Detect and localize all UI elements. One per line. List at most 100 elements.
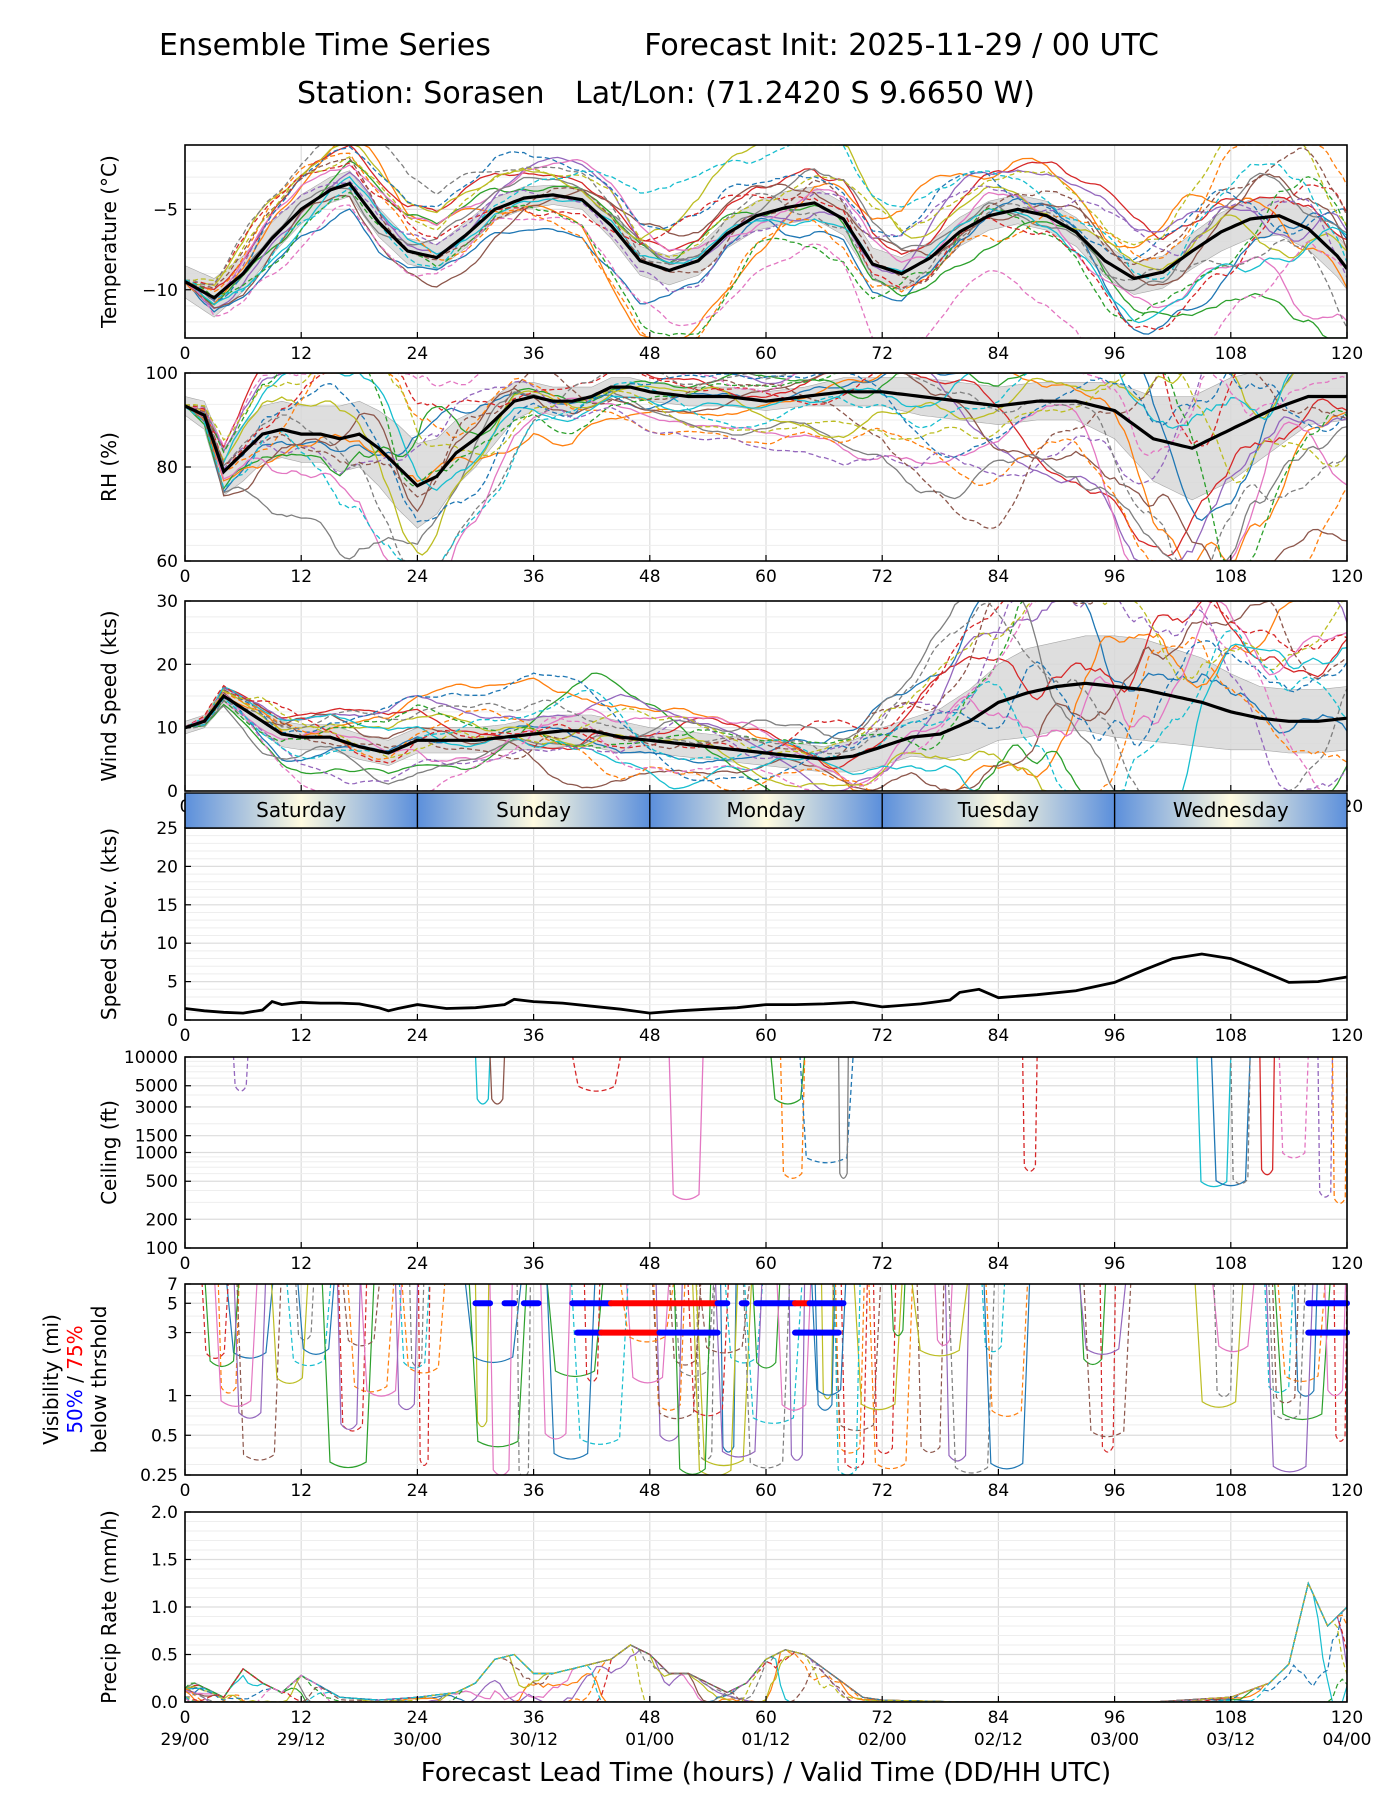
ceiling-plot-area — [232, 1057, 1347, 1205]
x-tick-label: 84 — [988, 1026, 1010, 1046]
ensemble-member-line — [185, 180, 1347, 302]
visibility-member-line — [394, 1284, 419, 1411]
y-tick-label: 10000 — [124, 1048, 178, 1068]
visibility-member-line — [720, 1284, 737, 1453]
visibility-member-line — [872, 1284, 897, 1455]
x-tick-label: 0 — [180, 344, 191, 364]
ceiling-member-line — [474, 1057, 491, 1105]
x-axis-label: Forecast Lead Time (hours) / Valid Time … — [421, 1758, 1111, 1788]
visibility-member-line — [321, 1284, 375, 1469]
x-tick-label: 36 — [523, 567, 545, 587]
relative-humidity-panel: 0 12 24 36 48 60 72 84 96 108 120 60 80 100 RH (%) — [97, 364, 1363, 587]
ensemble-member-line — [185, 640, 1347, 782]
x-tick-date-label: 03/00 — [1090, 1730, 1139, 1750]
y-tick-label: 5 — [167, 1294, 178, 1314]
x-tick-label: 36 — [523, 1708, 545, 1728]
x-tick-label: 12 — [290, 1708, 312, 1728]
y-tick-label: 30 — [156, 592, 178, 612]
x-tick-date-label: 01/12 — [742, 1730, 791, 1750]
visibility-member-line — [776, 1284, 812, 1411]
ensemble-mean-line — [185, 385, 1347, 488]
ensemble-member-line — [185, 688, 1347, 791]
x-tick-label: 108 — [1215, 1708, 1247, 1728]
y-axis-label: Wind Speed (kts) — [97, 610, 121, 781]
ceiling-member-line — [489, 1057, 506, 1105]
x-tick-label: 120 — [1331, 1481, 1363, 1501]
visibility-member-line — [695, 1284, 753, 1467]
relative-humidity-plot-area — [185, 373, 1347, 561]
visibility-threshold-bars — [472, 1300, 1350, 1336]
ensemble-member-line — [185, 204, 1347, 338]
visibility-member-line — [653, 1284, 686, 1411]
day-band-frame — [184, 792, 1348, 829]
temperature-panel: 0 12 24 36 48 60 72 84 96 108 120 −10 −5 Temperature … — [97, 144, 1363, 364]
ceiling-member-line — [1021, 1057, 1038, 1173]
visibility-member-line — [911, 1284, 968, 1357]
axes-frame — [184, 1511, 1348, 1703]
y-tick-label: 1000 — [135, 1144, 178, 1164]
visibility-member-line — [840, 1284, 868, 1469]
y-tick-label: −5 — [153, 200, 178, 220]
visibility-member-line — [981, 1284, 1006, 1353]
ensemble-member-line — [185, 390, 1347, 561]
x-tick-label: 96 — [1104, 1481, 1126, 1501]
visibility-member-line — [820, 1284, 834, 1400]
visibility-member-line — [474, 1284, 490, 1428]
x-tick-label: 120 — [1331, 344, 1363, 364]
visibility-member-line — [626, 1284, 670, 1384]
y-tick-label: 60 — [156, 552, 178, 572]
visibility-member-line — [1324, 1284, 1347, 1397]
visibility-member-line — [295, 1284, 315, 1341]
day-band-segment — [649, 793, 883, 828]
visibility-member-line — [214, 1284, 258, 1407]
visibility-member-line — [1099, 1284, 1116, 1453]
ensemble-member-line — [185, 373, 1347, 561]
label-75-percent: 75% — [63, 1325, 87, 1369]
visibility-member-line — [620, 1284, 675, 1343]
ensemble-member-line — [185, 373, 1347, 561]
ensemble-member-line — [185, 601, 1347, 761]
x-tick-label: 60 — [755, 1481, 777, 1501]
precip-member-line — [185, 1581, 1347, 1702]
x-tick-label: 24 — [407, 1026, 429, 1046]
y-tick-label: 1.5 — [151, 1551, 178, 1571]
visibility-member-line — [489, 1284, 513, 1475]
visibility-member-line — [890, 1284, 906, 1337]
visibility-member-line — [347, 1284, 395, 1393]
y-tick-label: 1500 — [135, 1127, 178, 1147]
visibility-member-line — [1264, 1284, 1294, 1394]
x-tick-label: 108 — [1215, 1254, 1247, 1274]
y-tick-label: 3000 — [135, 1098, 178, 1118]
y-tick-label: 10 — [156, 934, 178, 954]
x-tick-label: 36 — [523, 1254, 545, 1274]
y-tick-label: 15 — [156, 896, 178, 916]
x-tick-label: 84 — [988, 344, 1010, 364]
y-tick-label: 80 — [156, 458, 178, 478]
visibility-member-line — [1194, 1284, 1244, 1408]
visibility-member-line — [1079, 1284, 1107, 1366]
ceiling-member-line — [837, 1057, 849, 1179]
visibility-member-line — [201, 1284, 229, 1359]
visibility-member-line — [1293, 1284, 1318, 1397]
day-band-segment — [882, 793, 1115, 828]
visibility-member-line — [651, 1284, 702, 1420]
visibility-member-line — [853, 1284, 903, 1411]
x-tick-label: 84 — [988, 1708, 1010, 1728]
visibility-member-line — [744, 1284, 803, 1424]
visibility-member-line — [468, 1284, 528, 1448]
station-label: Station: Sorasen — [297, 76, 545, 111]
x-tick-label: 24 — [407, 567, 429, 587]
ceiling-member-line — [572, 1057, 622, 1092]
x-tick-date-label: 29/12 — [277, 1730, 326, 1750]
day-band-segment — [417, 793, 650, 828]
visibility-member-line — [342, 1284, 380, 1347]
visibility-member-line — [1274, 1284, 1331, 1421]
visibility-member-line — [226, 1284, 274, 1359]
ensemble-member-line — [185, 373, 1347, 523]
visibility-member-line — [464, 1284, 522, 1364]
y-tick-label: 2.0 — [151, 1503, 178, 1523]
day-label: Tuesday — [957, 798, 1040, 822]
axes-frame — [184, 1283, 1348, 1476]
y-axis-label: Ceiling (ft) — [97, 1100, 121, 1205]
x-tick-label: 72 — [871, 1708, 893, 1728]
